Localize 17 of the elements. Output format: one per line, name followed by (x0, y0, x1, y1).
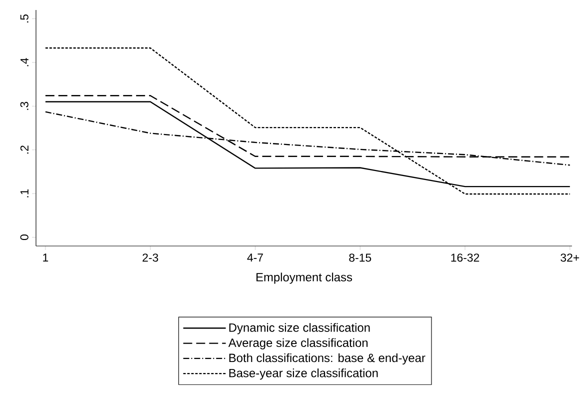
y-tick-label: .3 (20, 102, 28, 110)
x-tick-label: 2-3 (142, 254, 158, 262)
x-tick-label: 1 (43, 254, 48, 262)
x-tick-label: 8-15 (349, 254, 372, 262)
legend-label: Average size classification (228, 338, 368, 350)
y-tick-label: .1 (20, 189, 28, 198)
x-tick-label: 32+ (560, 254, 580, 262)
legend-label: Base-year size classification (229, 368, 378, 380)
x-tick-label: 16-32 (451, 254, 480, 262)
legend-label: Both classifications: base & end-year (229, 353, 426, 364)
y-tick-label: .2 (20, 146, 28, 154)
y-tick-label: 0 (20, 234, 28, 240)
legend-label: Dynamic size classification (229, 323, 370, 334)
x-tick-label: 4-7 (247, 254, 263, 262)
y-tick-label: .4 (20, 58, 28, 66)
x-axis-title: Employment class (256, 272, 352, 284)
y-tick-label: .5 (20, 14, 28, 22)
